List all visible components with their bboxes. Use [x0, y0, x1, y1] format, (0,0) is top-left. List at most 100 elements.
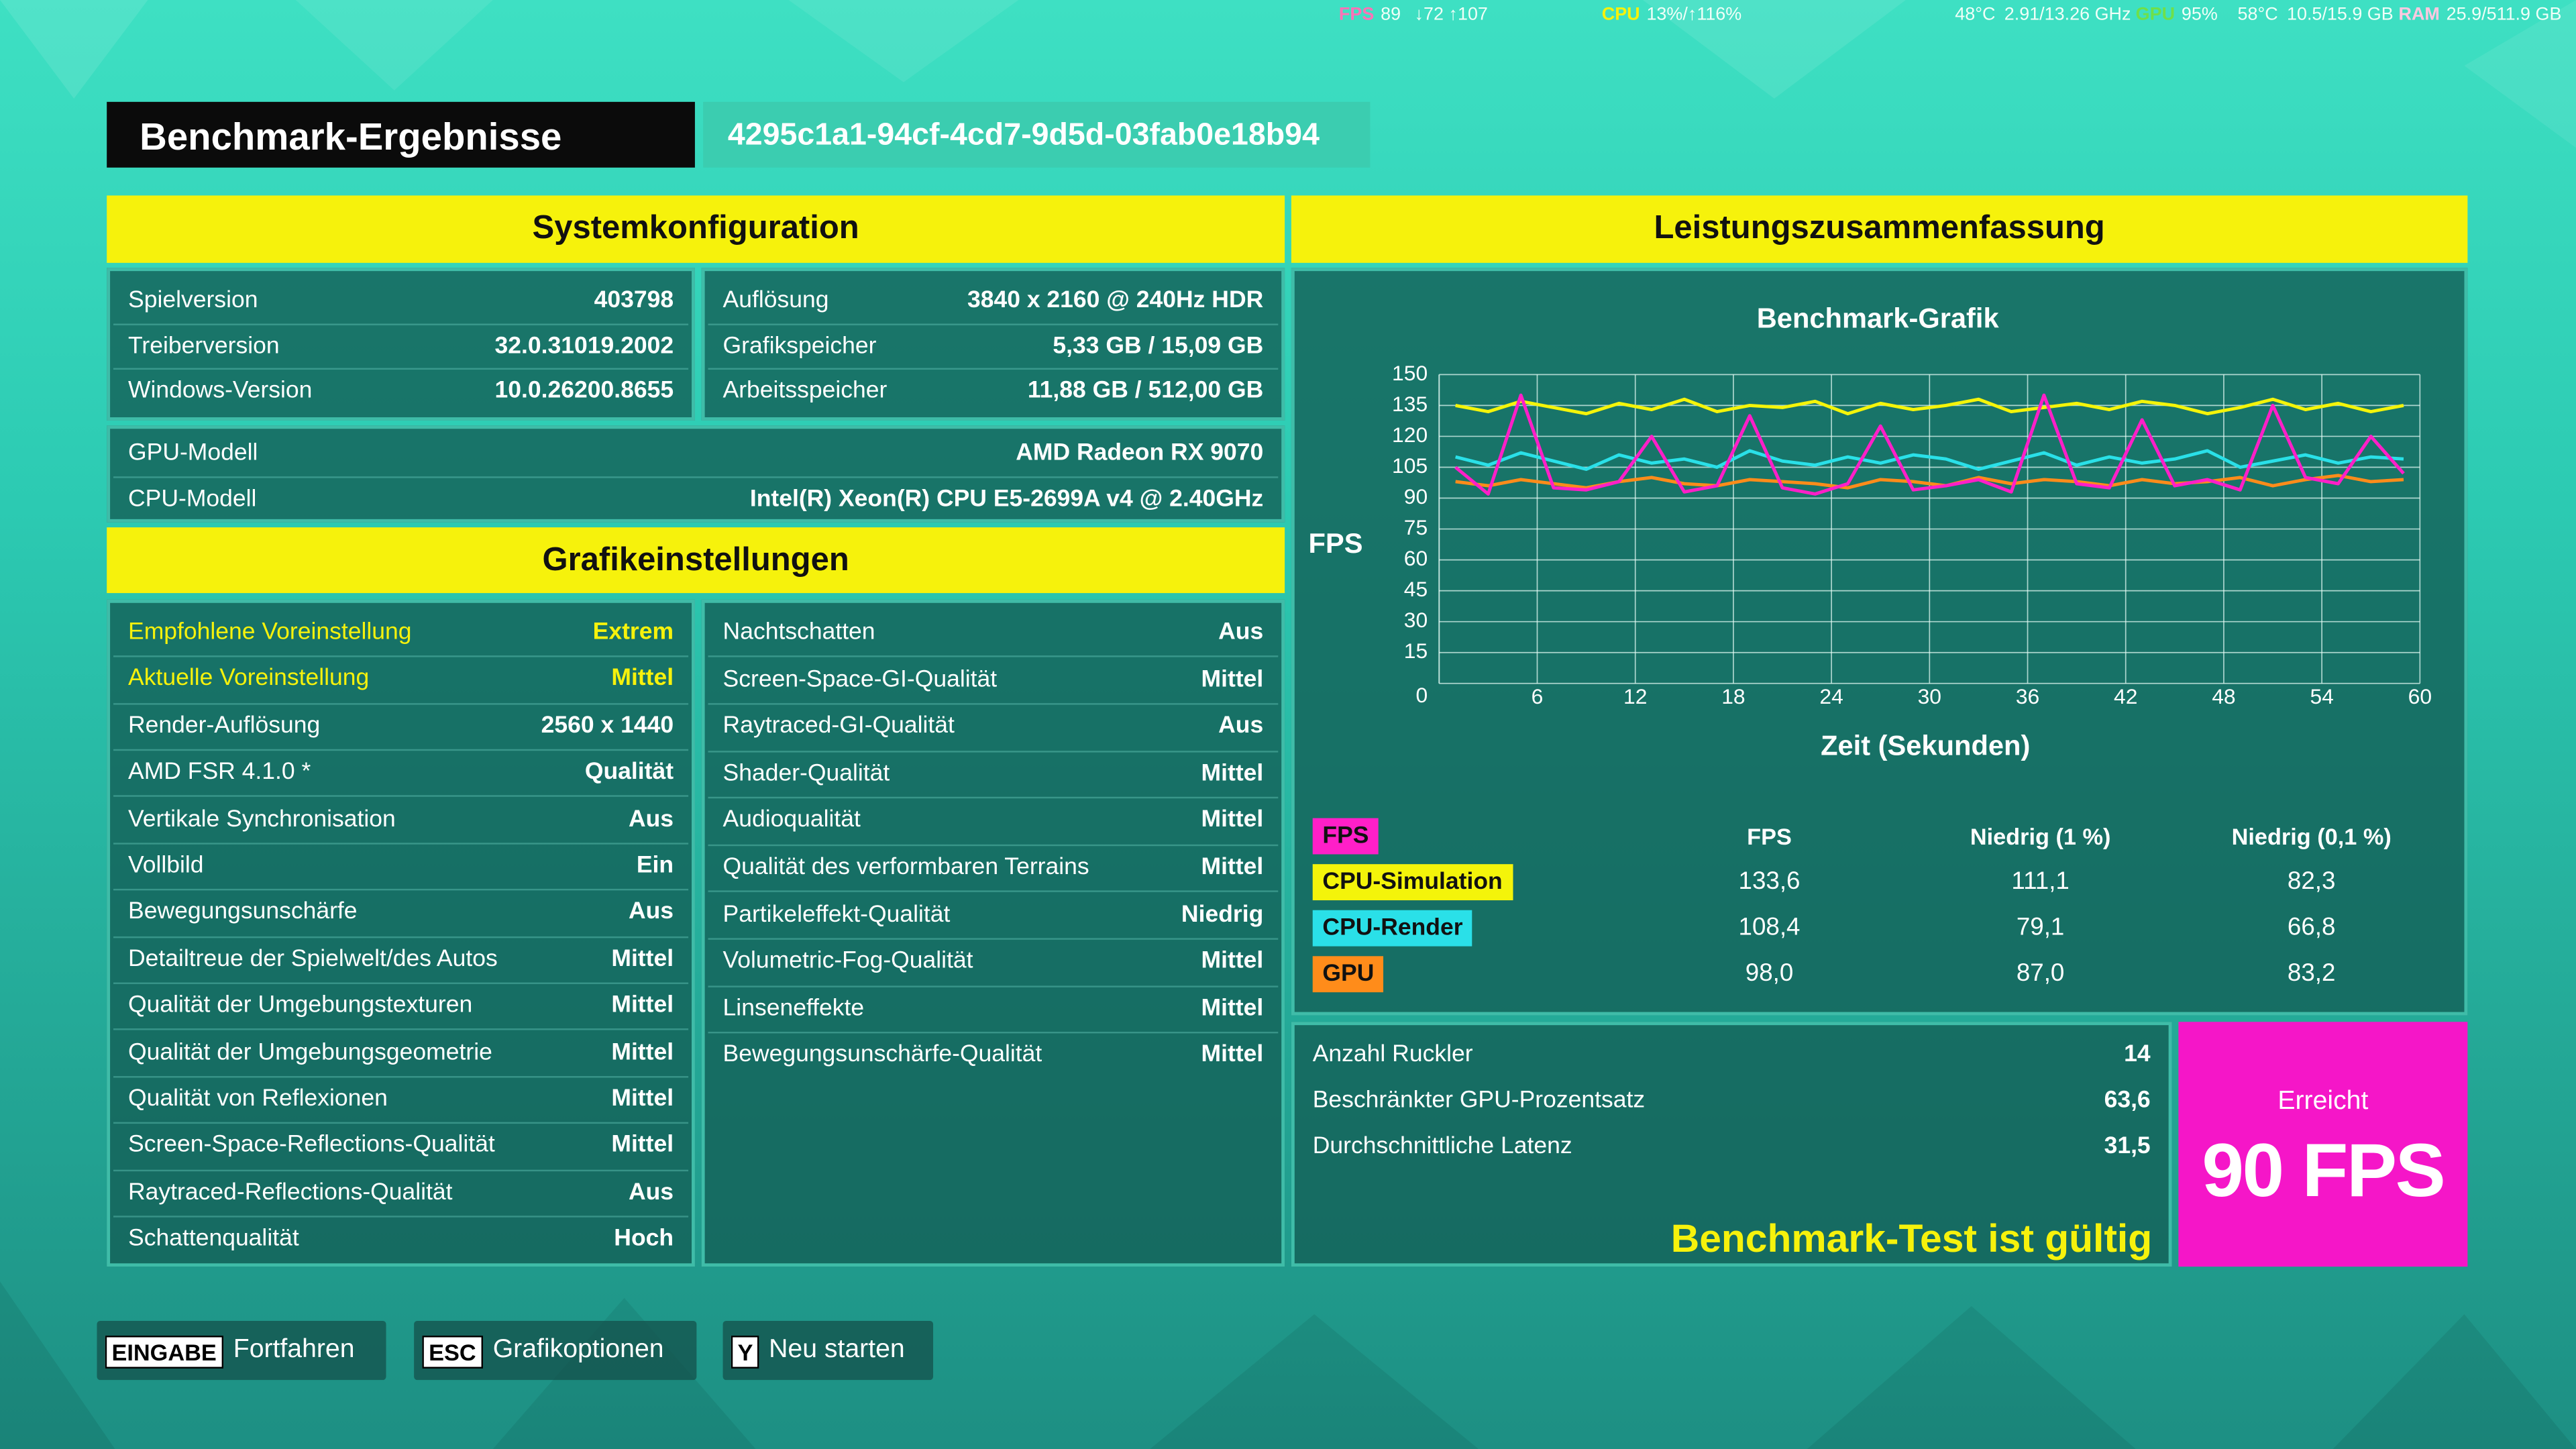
row-separator [113, 323, 689, 325]
table-header: Niedrig (1 %) [1970, 822, 2111, 850]
y-axis-label: FPS [1309, 527, 1363, 559]
footer-button[interactable]: ESC Grafikoptionen [414, 1320, 697, 1381]
row-separator [113, 1169, 689, 1171]
row-separator [113, 982, 689, 984]
legend-chip: CPU-Simulation [1312, 864, 1513, 901]
table-value: 108,4 [1738, 913, 1801, 942]
stats-panel [1291, 1022, 2172, 1267]
row-value: Mittel [611, 1132, 674, 1159]
x-axis-label: Zeit (Sekunden) [1821, 729, 2030, 761]
row-label: Linseneffekte [722, 995, 865, 1022]
row-label: Partikeleffekt-Qualität [722, 901, 951, 928]
row-separator [708, 368, 1279, 370]
y-tick-label: 105 [1392, 453, 1428, 478]
y-tick-label: 30 [1404, 608, 1428, 632]
overlay-value: 58°C [2237, 5, 2278, 25]
row-label: Volumetric-Fog-Qualität [722, 948, 973, 975]
row-separator [113, 1029, 689, 1031]
row-value: 5,33 GB / 15,09 GB [1053, 332, 1264, 360]
row-label: Durchschnittliche Latenz [1312, 1133, 1572, 1160]
row-value: 63,6 [2104, 1087, 2151, 1114]
row-label: Beschränkter GPU-Prozentsatz [1312, 1087, 1646, 1114]
row-separator [708, 1032, 1279, 1034]
row-value: Mittel [611, 1085, 674, 1112]
x-tick-label: 30 [1918, 684, 1941, 708]
row-label: AMD FSR 4.1.0 * [128, 759, 311, 786]
footer-button[interactable]: Y Neu starten [722, 1320, 934, 1381]
row-label: Aktuelle Voreinstellung [128, 665, 370, 692]
row-separator [708, 749, 1279, 752]
key-badge: Y [731, 1336, 760, 1369]
overlay-item: 2.91/13.26 GHz [2004, 0, 2131, 30]
x-tick-label: 36 [2016, 684, 2039, 708]
x-tick-label: 18 [1721, 684, 1745, 708]
row-value: Mittel [1201, 760, 1264, 787]
title-box: Benchmark-Ergebnisse [107, 101, 695, 168]
y-tick-label: 60 [1404, 546, 1428, 570]
row-separator [708, 844, 1279, 846]
table-header: FPS [1747, 822, 1792, 850]
row-label: Spielversion [128, 287, 258, 314]
row-value: 32.0.31019.2002 [494, 332, 674, 360]
overlay-item: 58°C [2238, 0, 2278, 30]
row-value: Niedrig [1181, 901, 1264, 928]
row-label: Empfohlene Voreinstellung [128, 619, 412, 646]
row-value: 403798 [594, 287, 674, 314]
overlay-item: FPS 89 [1339, 0, 1401, 30]
row-separator [708, 796, 1279, 799]
achieved-fps: 90 FPS [2202, 1127, 2445, 1213]
button-label: Neu starten [769, 1336, 905, 1364]
row-label: Qualität der Umgebungstexturen [128, 992, 473, 1019]
row-label: Vertikale Synchronisation [128, 806, 396, 833]
row-label: Bewegungsunschärfe [128, 899, 358, 926]
overlay-item: ↓72 ↑107 [1415, 0, 1488, 30]
row-value: 11,88 GB / 512,00 GB [1027, 378, 1264, 405]
panel [701, 268, 1285, 421]
row-separator [113, 1075, 689, 1078]
row-label: CPU-Modell [128, 486, 257, 513]
row-label: Screen-Space-Reflections-Qualität [128, 1132, 495, 1159]
x-tick-label: 24 [1819, 684, 1843, 708]
legend-chip: FPS [1312, 818, 1379, 855]
row-value: Mittel [1201, 995, 1264, 1022]
row-label: Detailtreue der Spielwelt/des Autos [128, 946, 498, 973]
x-tick-label: 6 [1532, 684, 1544, 708]
achieved-label: Erreicht [2277, 1087, 2369, 1116]
achieved-box: Erreicht 90 FPS [2178, 1022, 2468, 1267]
row-label: Treiberversion [128, 332, 280, 360]
row-label: Vollbild [128, 853, 204, 879]
row-value: Intel(R) Xeon(R) CPU E5-2699A v4 @ 2.40G… [749, 486, 1264, 513]
x-tick-label: 54 [2310, 684, 2333, 708]
row-value: Extrem [592, 619, 674, 646]
table-value: 82,3 [2287, 867, 2336, 896]
row-value: 14 [2124, 1041, 2151, 1068]
table-value: 79,1 [2016, 913, 2065, 942]
overlay-value: 95% [2181, 5, 2218, 25]
y-tick-label: 75 [1404, 515, 1428, 539]
footer-button[interactable]: EINGABE Fortfahren [97, 1320, 386, 1381]
y-tick-label: 45 [1404, 577, 1428, 601]
row-label: Raytraced-Reflections-Qualität [128, 1179, 453, 1206]
row-separator [708, 938, 1279, 940]
panel [701, 599, 1285, 1267]
row-value: Aus [1218, 619, 1264, 646]
legend-chip: GPU [1312, 956, 1385, 993]
row-value: Aus [628, 806, 674, 833]
row-value: Mittel [1201, 948, 1264, 975]
row-value: Aus [628, 1179, 674, 1206]
x-tick-label: 12 [1623, 684, 1647, 708]
overlay-value: ↓72 ↑107 [1414, 5, 1488, 25]
row-value: Mittel [611, 665, 674, 692]
overlay-label: FPS [1338, 5, 1375, 25]
id-box: 4295c1a1-94cf-4cd7-9d5d-03fab0e18b94 [703, 101, 1371, 168]
row-label: Windows-Version [128, 378, 313, 405]
legend-chip: CPU-Render [1312, 910, 1473, 947]
button-label: Grafikoptionen [492, 1336, 664, 1364]
row-separator [113, 702, 689, 704]
row-label: Grafikspeicher [722, 332, 877, 360]
row-label: Anzahl Ruckler [1312, 1041, 1473, 1068]
overlay-value: 25.9/511.9 GB [2446, 5, 2562, 25]
series-line [1455, 397, 2404, 416]
overlay-item: 10.5/15.9 GB [2287, 0, 2394, 30]
